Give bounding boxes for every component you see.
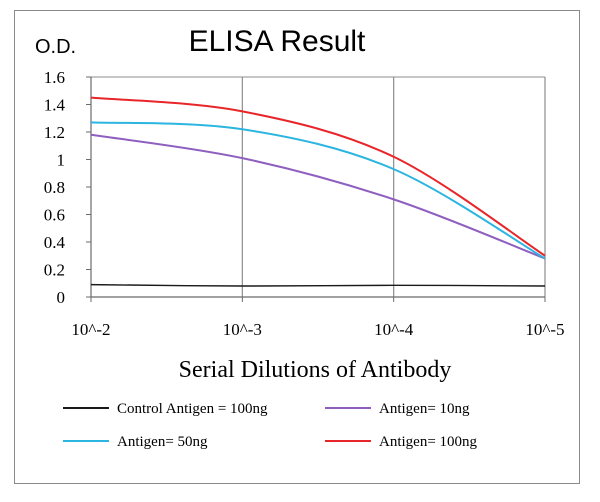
y-tick-label: 0.8 xyxy=(44,178,65,197)
y-axis-label: O.D. xyxy=(35,36,76,58)
grid-lines xyxy=(91,76,546,297)
x-tick-labels: 10^-2 10^-3 10^-4 10^-5 xyxy=(71,320,564,339)
y-tick-label: 1.4 xyxy=(44,96,66,115)
y-tick-label: 0.6 xyxy=(44,206,65,225)
x-axis-label: Serial Dilutions of Antibody xyxy=(179,357,452,383)
y-tick-label: 1 xyxy=(57,151,66,170)
series-line-1 xyxy=(90,133,546,260)
y-tick-labels: 0 0.2 0.4 0.6 0.8 1 1.2 1.4 1.6 xyxy=(44,68,66,307)
series-line-0 xyxy=(90,283,546,287)
elisa-line-chart: O.D. ELISA Result 0 0.2 0.4 0.6 0.8 1 1.2 1.4 1.… xyxy=(35,25,565,450)
legend-label-3: Antigen= 100ng xyxy=(379,434,478,450)
x-tick-label: 10^-5 xyxy=(525,320,564,339)
series-lines xyxy=(90,96,546,287)
y-tick-label: 0.4 xyxy=(44,233,66,252)
chart-frame: O.D. ELISA Result 0 0.2 0.4 0.6 0.8 1 1.2 1.4 1.… xyxy=(14,10,580,484)
axes xyxy=(86,76,546,302)
legend-label-1: Antigen= 10ng xyxy=(379,401,470,417)
x-tick-label: 10^-3 xyxy=(223,320,262,339)
legend-label-0: Control Antigen = 100ng xyxy=(117,401,268,417)
legend-label-2: Antigen= 50ng xyxy=(117,434,208,450)
legend: Control Antigen = 100ng Antigen= 10ng Anti… xyxy=(63,401,478,450)
y-tick-label: 1.6 xyxy=(44,68,65,87)
chart-title: ELISA Result xyxy=(189,25,366,58)
y-tick-label: 0.2 xyxy=(44,261,65,280)
y-tick-label: 1.2 xyxy=(44,123,65,142)
x-tick-label: 10^-4 xyxy=(374,320,414,339)
series-line-2 xyxy=(90,121,546,260)
series-line-3 xyxy=(90,96,546,257)
y-tick-label: 0 xyxy=(57,288,66,307)
x-tick-label: 10^-2 xyxy=(71,320,110,339)
